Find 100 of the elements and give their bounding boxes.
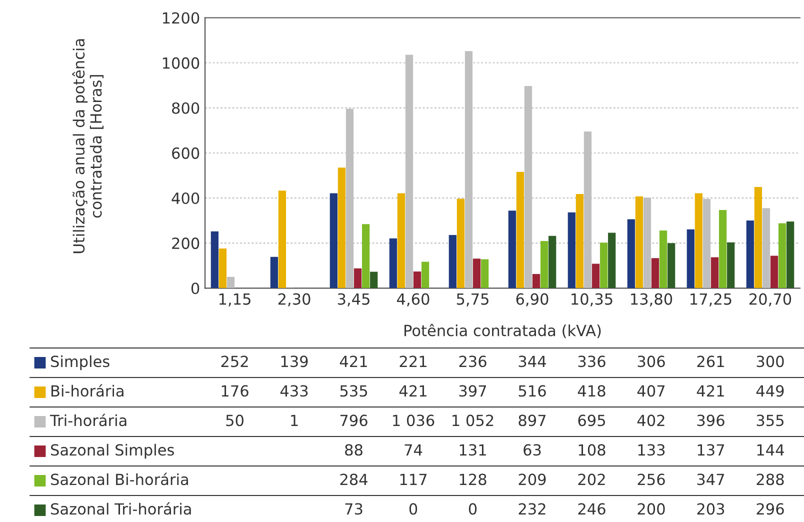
x-tick-label: 10,35 (572, 293, 612, 306)
y-tick-label: 1000 (162, 57, 200, 69)
bar (635, 196, 644, 288)
data-label: 418 (578, 385, 606, 397)
data-label: 296 (756, 503, 784, 515)
legend-label: Tri-horária (50, 414, 126, 426)
data-label: 50 (226, 414, 244, 426)
legend-label: Bi-horária (52, 384, 124, 397)
bar (508, 210, 516, 288)
data-label: 144 (757, 444, 784, 456)
bar (421, 262, 430, 288)
bar (727, 242, 735, 288)
y-tick-label: 600 (172, 147, 200, 159)
y-tick-label: 400 (172, 192, 200, 204)
data-label: 88 (345, 444, 362, 456)
bar (354, 268, 362, 288)
data-label: 407 (637, 385, 665, 397)
bar (370, 272, 378, 288)
data-label: 128 (460, 474, 486, 486)
data-label: 397 (459, 385, 486, 397)
bar (627, 219, 635, 288)
data-label: 421 (399, 385, 426, 396)
bar (651, 258, 660, 288)
data-label: 449 (756, 385, 784, 397)
data-label: 209 (518, 474, 546, 486)
bar (754, 186, 762, 288)
data-label: 200 (638, 503, 665, 515)
bar (576, 194, 584, 288)
bar (532, 274, 540, 288)
bar (746, 220, 754, 288)
bar (362, 224, 370, 288)
data-label: 74 (404, 444, 422, 456)
data-label: 300 (756, 356, 784, 368)
data-label: 306 (638, 356, 665, 368)
bar (226, 276, 235, 288)
bar (218, 248, 227, 288)
data-label: 232 (518, 503, 546, 515)
bar (694, 193, 703, 288)
data-label: 117 (400, 474, 427, 485)
data-label: 1 036 (393, 414, 434, 426)
data-label: 796 (340, 414, 368, 426)
bar (330, 193, 338, 288)
x-tick-label: 3,45 (338, 293, 370, 306)
bar (480, 259, 489, 288)
x-tick-label: 2,30 (278, 293, 310, 306)
data-label: 203 (697, 503, 724, 515)
data-label: 137 (698, 444, 724, 456)
y-tick-label: 200 (172, 238, 200, 250)
bar (608, 232, 616, 288)
x-tick-label: 20,70 (749, 293, 792, 306)
data-label: 0 (409, 503, 418, 515)
bar (472, 258, 481, 288)
data-label: 535 (340, 385, 368, 397)
bar (568, 212, 576, 288)
data-label: 252 (221, 356, 248, 368)
data-label: 288 (756, 474, 784, 486)
bar (516, 172, 524, 288)
data-label: 221 (400, 356, 426, 367)
data-label: 433 (280, 385, 308, 397)
bar (710, 257, 719, 288)
data-label: 256 (638, 474, 665, 486)
x-tick-label: 1,15 (219, 293, 250, 306)
data-label: 73 (345, 503, 362, 515)
data-label: 355 (756, 414, 784, 426)
data-label: 246 (578, 503, 606, 515)
x-tick-label: 13,80 (631, 293, 672, 306)
data-label: 131 (460, 444, 486, 456)
data-label: 261 (697, 356, 724, 368)
data-label: 139 (281, 356, 308, 368)
bar (397, 193, 406, 288)
y-tick-label: 1200 (162, 12, 200, 24)
y-tick-label: 800 (172, 102, 200, 114)
data-label: 421 (696, 385, 724, 396)
x-tick-label: 6,90 (516, 293, 548, 306)
bar (210, 231, 219, 288)
legend-label: Sazonal Bi-horária (51, 472, 188, 486)
bar (270, 256, 278, 288)
legend-label: Simples (51, 355, 110, 370)
data-label: 1 (291, 414, 298, 426)
data-label: 421 (340, 356, 367, 367)
bar (548, 236, 556, 288)
bar (600, 242, 608, 288)
data-label: 63 (524, 444, 541, 456)
data-label: 396 (697, 414, 724, 426)
data-label: 402 (637, 414, 664, 426)
data-label: 236 (459, 356, 486, 368)
data-label: 202 (578, 474, 605, 486)
data-label: 133 (638, 444, 665, 456)
data-label: 336 (578, 356, 606, 368)
data-label: 108 (578, 444, 606, 456)
legend-label: Sazonal Simples (51, 444, 174, 459)
bar (540, 241, 548, 288)
data-label: 1 052 (452, 414, 494, 426)
bar (718, 210, 727, 288)
data-label: 516 (518, 385, 546, 397)
bar (456, 198, 465, 288)
x-tick-label: 4,60 (396, 293, 430, 306)
data-label: 344 (518, 356, 546, 368)
y-axis-title: Utilização anual da potência contratada [Horas] (72, 39, 104, 254)
bar (778, 223, 786, 288)
